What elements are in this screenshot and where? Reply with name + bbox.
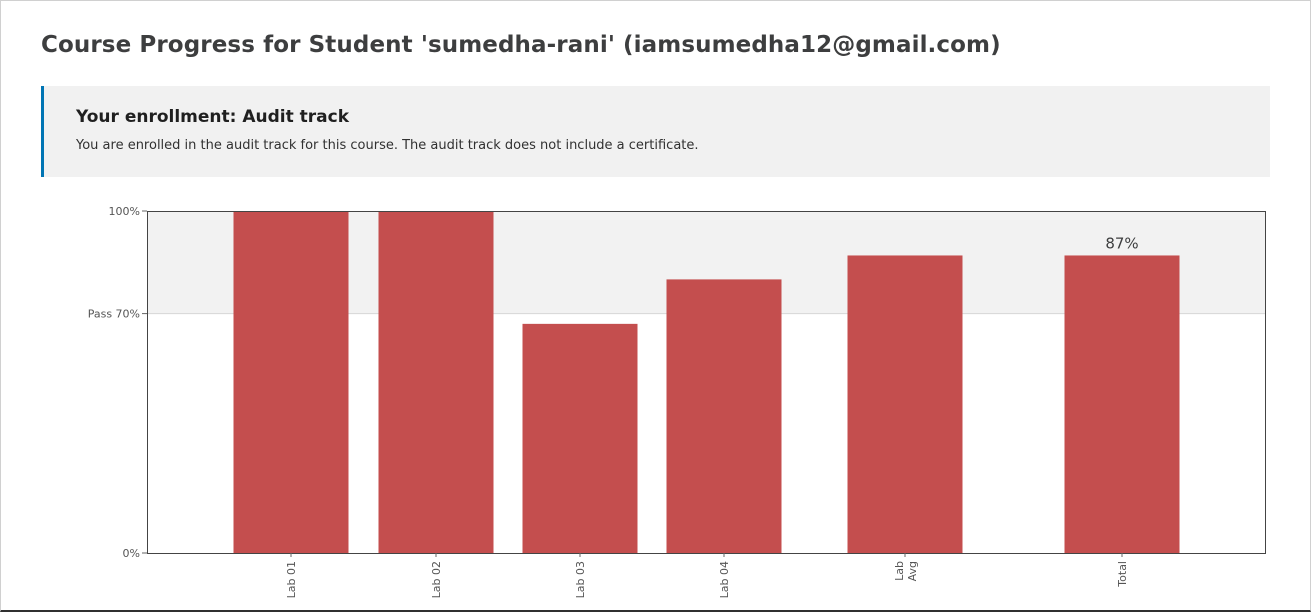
bar: [847, 255, 963, 553]
y-tick-label: Pass 70%: [88, 308, 140, 321]
x-tick-label: Lab 04: [718, 561, 731, 598]
enrollment-message: You are enrolled in the audit track for …: [76, 138, 699, 153]
bar: [233, 211, 349, 553]
x-tick-label: Total: [1116, 561, 1129, 588]
x-tick-label: Lab 03: [574, 561, 587, 598]
enrollment-banner: Your enrollment: Audit track You are enr…: [41, 86, 1270, 177]
grade-chart: 100% Pass 70% 0% Lab 01 Lab 02 Lab 03 Lab 04 La…: [88, 205, 1266, 598]
enrollment-heading: Your enrollment: Audit track: [76, 107, 350, 127]
y-tick-label: 0%: [123, 547, 140, 560]
x-tick-label: Lab 01: [285, 561, 298, 598]
y-tick-label: 100%: [109, 205, 140, 218]
x-tick-label: LabAvg: [893, 561, 919, 581]
value-label: 87%: [1105, 234, 1138, 252]
x-tick-label: Lab 02: [430, 561, 443, 598]
bar: [666, 279, 782, 553]
page-title: Course Progress for Student 'sumedha-ran…: [41, 32, 1001, 58]
bar: [378, 211, 494, 553]
bar: [522, 323, 638, 553]
plot-border: [147, 211, 1266, 554]
bar: [1064, 255, 1180, 553]
